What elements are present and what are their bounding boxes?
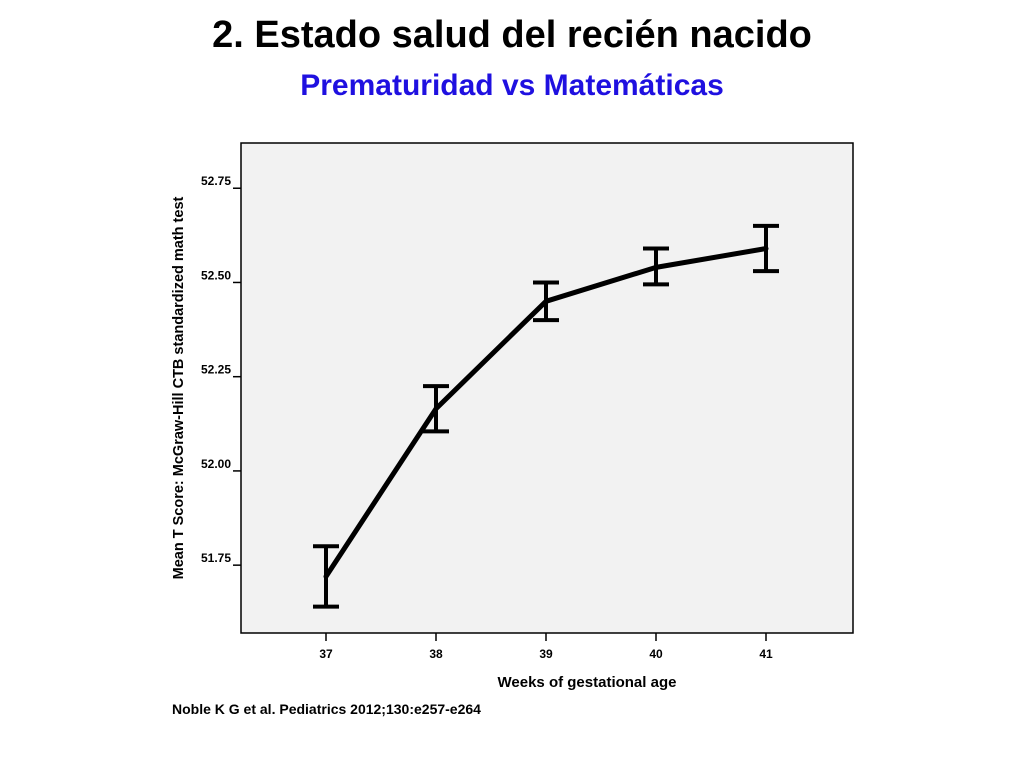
y-tick-label: 52.00 bbox=[201, 457, 231, 471]
citation: Noble K G et al. Pediatrics 2012;130:e25… bbox=[172, 701, 481, 717]
plot-area bbox=[240, 142, 854, 634]
x-axis-label: Weeks of gestational age bbox=[498, 674, 677, 691]
x-tick-label: 39 bbox=[539, 647, 553, 661]
x-tick-label: 38 bbox=[429, 647, 443, 661]
y-tick-label: 52.25 bbox=[201, 363, 231, 377]
y-tick-label: 52.75 bbox=[201, 174, 231, 188]
y-tick-label: 52.50 bbox=[201, 268, 231, 282]
y-axis-label: Mean T Score: McGraw-Hill CTB standardiz… bbox=[171, 196, 187, 579]
x-tick-label: 37 bbox=[319, 647, 333, 661]
x-tick-label: 40 bbox=[649, 647, 663, 661]
y-tick-label: 51.75 bbox=[201, 551, 231, 565]
x-tick-label: 41 bbox=[759, 647, 773, 661]
slide-subtitle: Prematuridad vs Matemáticas bbox=[300, 69, 724, 102]
slide-title: 2. Estado salud del recién nacido bbox=[212, 14, 812, 56]
